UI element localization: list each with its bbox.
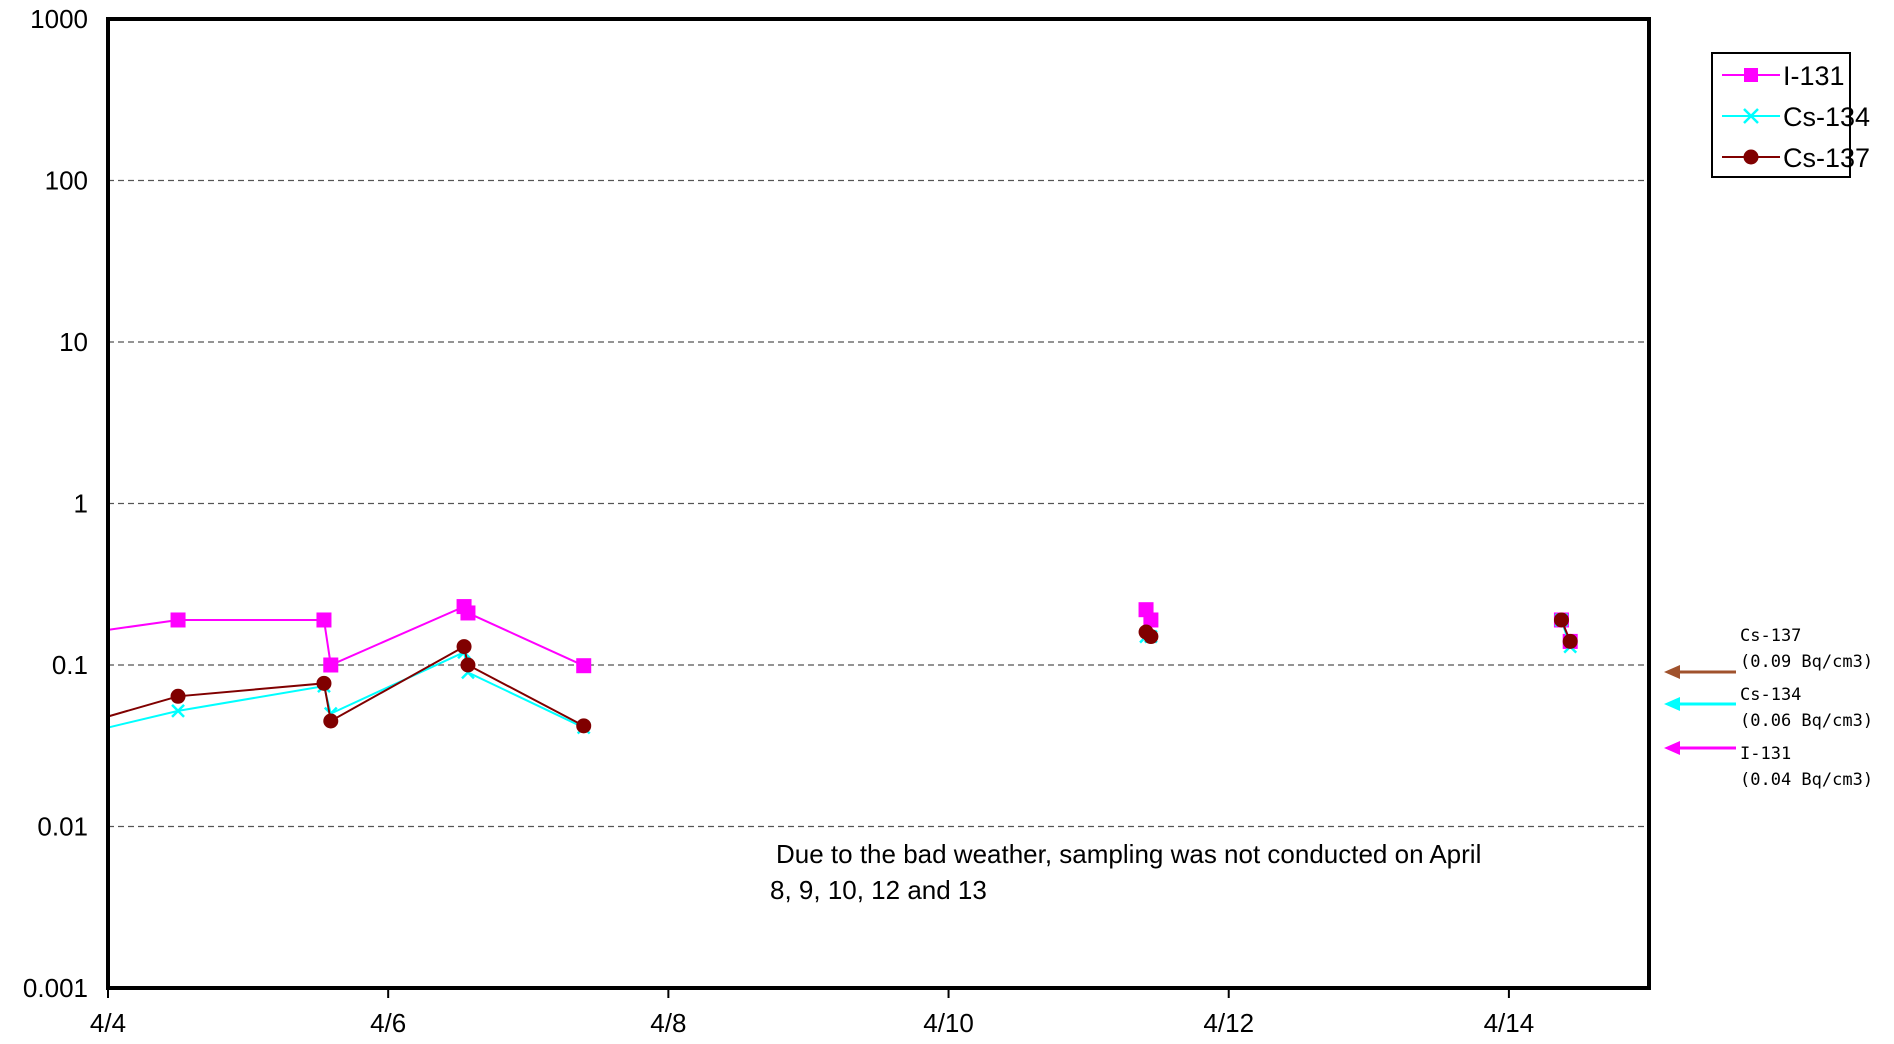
reference-arrowhead-cs134 bbox=[1664, 697, 1680, 711]
data-point-i131 bbox=[576, 658, 592, 674]
reference-cs134: Cs-134 (0.06 Bq/cm3) bbox=[1664, 685, 1873, 731]
legend-item-cs137: Cs-137 bbox=[1722, 143, 1870, 173]
data-point-cs137 bbox=[1143, 629, 1159, 645]
legend-label-cs134: Cs-134 bbox=[1783, 102, 1870, 132]
data-point-i131 bbox=[323, 657, 339, 673]
annotation-line-2: 8, 9, 10, 12 and 13 bbox=[770, 875, 987, 905]
data-point-i131 bbox=[1143, 612, 1159, 628]
reference-levels: Cs-137 (0.09 Bq/cm3) Cs-134 (0.06 Bq/cm3… bbox=[1664, 626, 1873, 790]
reference-name-cs137: Cs-137 bbox=[1740, 626, 1801, 646]
reference-cs137: Cs-137 (0.09 Bq/cm3) bbox=[1664, 626, 1873, 679]
reference-label-cs134: (0.06 Bq/cm3) bbox=[1740, 711, 1873, 731]
series-cs137 bbox=[107, 612, 1578, 734]
legend-item-i131: I-131 bbox=[1722, 61, 1845, 91]
y-tick-label: 0.1 bbox=[52, 650, 88, 680]
y-tick-label: 100 bbox=[45, 166, 88, 196]
data-point-cs137 bbox=[1553, 612, 1569, 628]
data-point-cs137 bbox=[316, 675, 332, 691]
x-tick-label: 4/6 bbox=[370, 1008, 406, 1038]
x-tick-label: 4/8 bbox=[650, 1008, 686, 1038]
y-tick-label: 1000 bbox=[30, 4, 88, 34]
y-tick-label: 0.001 bbox=[23, 973, 88, 1003]
plot-area-frame bbox=[106, 17, 1651, 990]
reference-arrowhead-cs137 bbox=[1664, 665, 1680, 679]
legend-marker-i131 bbox=[1744, 68, 1758, 82]
reference-i131: I-131 (0.04 Bq/cm3) bbox=[1664, 741, 1873, 790]
data-point-cs137 bbox=[323, 713, 339, 729]
data-point-i131 bbox=[170, 612, 186, 628]
data-point-cs137 bbox=[576, 718, 592, 734]
x-tick-label: 4/14 bbox=[1484, 1008, 1535, 1038]
legend-marker-cs134 bbox=[1743, 108, 1759, 124]
gridlines bbox=[108, 179, 1649, 828]
legend-label-i131: I-131 bbox=[1783, 61, 1845, 91]
annotation-line-1: Due to the bad weather, sampling was not… bbox=[776, 839, 1481, 869]
y-tick-label: 0.01 bbox=[37, 812, 88, 842]
reference-label-i131: (0.04 Bq/cm3) bbox=[1740, 770, 1873, 790]
x-tick-label: 4/10 bbox=[923, 1008, 974, 1038]
legend-item-cs134: Cs-134 bbox=[1722, 102, 1870, 132]
y-axis-ticks: 1000 100 10 1 0.1 0.01 0.001 bbox=[23, 4, 88, 1003]
data-point-cs137 bbox=[1562, 633, 1578, 649]
data-point-cs137 bbox=[456, 639, 472, 655]
data-point-cs137 bbox=[170, 688, 186, 704]
x-axis-ticks: 4/4 4/6 4/8 4/10 4/12 4/14 bbox=[90, 988, 1534, 1038]
reference-name-cs134: Cs-134 bbox=[1740, 685, 1801, 705]
y-tick-label: 10 bbox=[59, 327, 88, 357]
legend-label-cs137: Cs-137 bbox=[1783, 143, 1870, 173]
legend: I-131 Cs-134 Cs-137 bbox=[1711, 52, 1870, 178]
x-tick-label: 4/12 bbox=[1203, 1008, 1254, 1038]
data-point-cs137 bbox=[460, 657, 476, 673]
data-point-cs134 bbox=[171, 703, 185, 718]
reference-name-i131: I-131 bbox=[1740, 744, 1791, 764]
x-tick-label: 4/4 bbox=[90, 1008, 126, 1038]
reference-label-cs137: (0.09 Bq/cm3) bbox=[1740, 652, 1873, 672]
series-layer bbox=[107, 599, 1578, 735]
annotation: Due to the bad weather, sampling was not… bbox=[770, 839, 1481, 905]
legend-marker-cs137 bbox=[1743, 149, 1759, 165]
data-point-i131 bbox=[460, 605, 476, 621]
data-point-i131 bbox=[316, 612, 332, 628]
series-i131 bbox=[107, 599, 1578, 674]
y-tick-label: 1 bbox=[74, 489, 88, 519]
reference-arrowhead-i131 bbox=[1664, 741, 1680, 755]
